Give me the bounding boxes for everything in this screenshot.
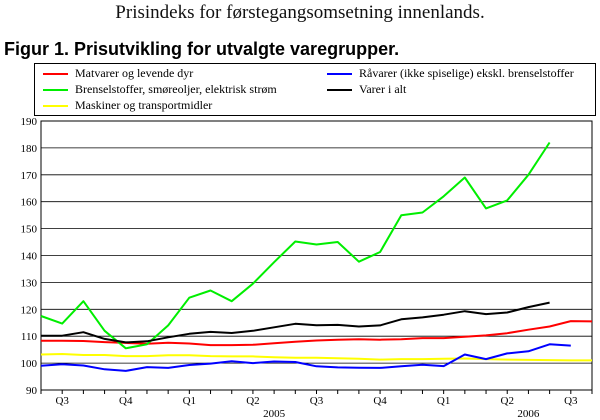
legend-swatch-brenselstoffer	[43, 88, 68, 91]
year-label: 2005	[263, 408, 286, 420]
x-tick-label: Q4	[373, 395, 387, 407]
legend-label-varer-i-alt: Varer i alt	[359, 82, 407, 96]
x-tick-label: Q3	[55, 395, 69, 407]
series-line-2	[40, 353, 592, 362]
y-tick-label: 150	[21, 224, 38, 236]
legend-swatch-ravarer	[327, 72, 352, 75]
legend-swatch-matvarer	[43, 72, 68, 75]
x-tick-label: Q1	[183, 395, 196, 407]
series-line-1	[40, 141, 551, 350]
legend-label-brenselstoffer: Brenselstoffer, smøreoljer, elektrisk st…	[75, 82, 277, 96]
legend-item-varer-i-alt: Varer i alt	[327, 82, 406, 97]
legend-item-ravarer: Råvarer (ikke spiselige) ekskl. brensels…	[327, 66, 574, 81]
x-tick-label: Q4	[119, 395, 133, 407]
y-tick-label: 100	[21, 358, 38, 370]
year-label: 2006	[517, 408, 540, 420]
y-tick-label: 160	[21, 197, 38, 209]
series-line-4	[41, 301, 550, 344]
y-tick-label: 110	[21, 331, 38, 343]
legend-label-maskiner: Maskiner og transportmidler	[75, 98, 213, 112]
legend-label-matvarer: Matvarer og levende dyr	[75, 66, 194, 80]
y-tick-label: 180	[21, 143, 38, 155]
figure-title: Figur 1. Prisutvikling for utvalgte vare…	[4, 39, 400, 59]
y-tick-label: 140	[21, 251, 38, 263]
y-tick-label: 120	[21, 304, 38, 316]
x-tick-label: Q2	[246, 395, 259, 407]
legend-swatch-varer-i-alt	[327, 88, 352, 91]
page-header: Prisindeks for førstegangsomsetning inne…	[115, 2, 485, 23]
x-tick-label: Q2	[501, 395, 514, 407]
legend-item-brenselstoffer: Brenselstoffer, smøreoljer, elektrisk st…	[43, 82, 277, 97]
legend-swatch-maskiner	[43, 104, 68, 107]
x-tick-label: Q1	[437, 395, 450, 407]
chart-legend: Matvarer og levende dyr Brenselstoffer, …	[34, 63, 596, 116]
legend-item-maskiner: Maskiner og transportmidler	[43, 98, 212, 113]
legend-label-ravarer: Råvarer (ikke spiselige) ekskl. brensels…	[359, 66, 574, 80]
series-line-3	[40, 343, 571, 372]
y-tick-label: 90	[26, 385, 38, 397]
x-tick-label: Q3	[310, 395, 324, 407]
y-tick-label: 170	[21, 170, 38, 182]
legend-item-matvarer: Matvarer og levende dyr	[43, 66, 193, 81]
series-line-0	[41, 320, 593, 347]
y-tick-label: 130	[21, 277, 38, 289]
y-tick-label: 190	[21, 116, 38, 128]
x-tick-label: Q3	[564, 395, 578, 407]
